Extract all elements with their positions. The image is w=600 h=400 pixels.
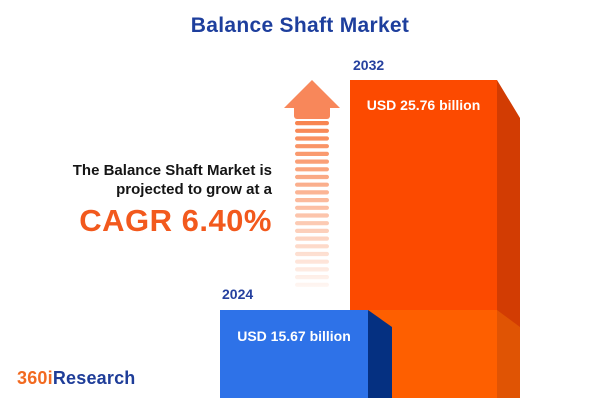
brand-logo-360i: 360i xyxy=(17,368,53,388)
growth-arrow-up-icon xyxy=(284,80,340,287)
bar-2024-side xyxy=(368,310,392,398)
cagr-value: CAGR 6.40% xyxy=(79,203,272,238)
bar-2032-lower-side xyxy=(497,310,520,398)
brand-logo-research: Research xyxy=(52,368,136,388)
growth-note-line1: The Balance Shaft Market is xyxy=(72,162,272,179)
bar-value-2032: USD 25.76 billion xyxy=(366,97,481,113)
bar-label-2024: 2024 xyxy=(222,286,254,302)
growth-note: The Balance Shaft Market is projected to… xyxy=(32,161,272,237)
bar-label-2032: 2032 xyxy=(353,57,385,73)
brand-logo: 360iResearch xyxy=(17,368,136,389)
bar-value-2024: USD 15.67 billion xyxy=(237,328,351,344)
growth-note-line2: projected to grow at a xyxy=(116,181,272,198)
bar-2024-front xyxy=(220,310,368,398)
page-title: Balance Shaft Market xyxy=(190,14,410,37)
